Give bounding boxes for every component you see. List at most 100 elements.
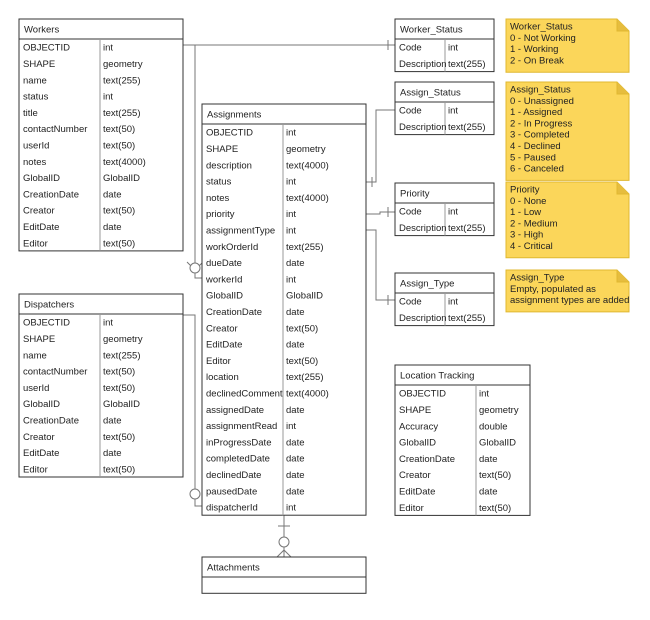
field-name: Description <box>399 313 447 324</box>
field-type: int <box>286 209 296 220</box>
field-name: workOrderId <box>205 242 258 253</box>
field-name: Creator <box>23 206 55 217</box>
note-box <box>505 269 630 313</box>
field-name: declinedComment <box>206 388 283 399</box>
field-name: GlobalID <box>206 291 243 302</box>
field-name: CreationDate <box>23 415 79 426</box>
field-type: text(4000) <box>103 157 146 168</box>
field-name: contactNumber <box>23 124 87 135</box>
note-line: 2 - In Progress <box>510 118 573 129</box>
field-name: dispatcherId <box>206 503 258 514</box>
field-type: text(50) <box>286 323 318 334</box>
note-title: Assign_Type <box>510 273 564 284</box>
field-type: date <box>103 189 122 200</box>
field-type: int <box>286 128 296 139</box>
field-name: dueDate <box>206 258 242 269</box>
field-type: double <box>479 421 508 432</box>
field-type: int <box>448 207 458 218</box>
note-line: 0 - None <box>510 196 546 207</box>
connector <box>276 515 292 558</box>
field-name: Code <box>399 207 422 218</box>
field-type: geometry <box>286 144 326 155</box>
field-name: declinedDate <box>206 470 261 481</box>
entity-box <box>18 18 184 252</box>
connector-circle <box>189 488 201 500</box>
field-type: GlobalID <box>103 399 140 410</box>
note-fold <box>616 19 629 32</box>
field-type: text(50) <box>103 206 135 217</box>
entity-title: Attachments <box>207 563 260 574</box>
note-line: 4 - Critical <box>510 241 553 252</box>
entity-title: Dispatchers <box>24 300 74 311</box>
field-name: status <box>206 177 232 188</box>
field-name: CreationDate <box>206 307 262 318</box>
field-type: date <box>286 470 305 481</box>
field-type: text(50) <box>103 140 135 151</box>
field-type: text(50) <box>103 383 135 394</box>
field-name: OBJECTID <box>23 43 70 54</box>
entity-title: Priority <box>400 189 430 200</box>
note-line: 4 - Declined <box>510 141 561 152</box>
field-type: date <box>103 222 122 233</box>
field-name: workerId <box>205 274 242 285</box>
field-name: assignedDate <box>206 405 264 416</box>
field-type: text(50) <box>103 238 135 249</box>
field-name: Creator <box>23 432 55 443</box>
field-name: notes <box>23 157 46 168</box>
field-name: EditDate <box>23 222 59 233</box>
field-name: SHAPE <box>399 405 431 416</box>
field-name: name <box>23 75 47 86</box>
field-name: SHAPE <box>23 59 55 70</box>
field-type: text(255) <box>448 122 486 133</box>
field-type: date <box>286 437 305 448</box>
field-type: text(255) <box>448 313 486 324</box>
field-name: description <box>206 160 252 171</box>
field-type: text(4000) <box>286 388 329 399</box>
field-name: OBJECTID <box>206 128 253 139</box>
field-name: Code <box>399 106 422 117</box>
field-name: Accuracy <box>399 421 438 432</box>
field-type: text(50) <box>103 464 135 475</box>
field-type: int <box>448 43 458 54</box>
field-name: EditDate <box>399 486 435 497</box>
field-type: int <box>448 297 458 308</box>
field-type: text(50) <box>286 356 318 367</box>
field-name: EditDate <box>23 448 59 459</box>
field-name: pausedDate <box>206 486 257 497</box>
note-line: Empty, populated as <box>510 284 596 295</box>
field-type: text(255) <box>448 59 486 70</box>
field-type: text(255) <box>286 242 324 253</box>
connector <box>366 207 395 217</box>
field-type: int <box>286 177 296 188</box>
note-fold <box>616 270 629 283</box>
note-line: 3 - High <box>510 230 543 241</box>
field-name: CreationDate <box>399 454 455 465</box>
field-name: Description <box>399 59 447 70</box>
connector <box>366 109 395 187</box>
field-name: Editor <box>399 503 424 514</box>
connector <box>366 229 395 305</box>
entity-title: Location Tracking <box>400 371 474 382</box>
entity-title: Worker_Status <box>400 25 463 36</box>
field-type: date <box>286 454 305 465</box>
field-name: Code <box>399 43 422 54</box>
note-line: 6 - Canceled <box>510 164 564 175</box>
entity-title: Assign_Status <box>400 88 461 99</box>
field-type: int <box>479 389 489 400</box>
field-type: int <box>103 318 113 329</box>
note-line: 1 - Assigned <box>510 107 562 118</box>
note-fold <box>616 182 629 195</box>
field-type: date <box>479 486 498 497</box>
field-type: date <box>286 258 305 269</box>
field-name: Editor <box>206 356 231 367</box>
field-type: text(50) <box>103 124 135 135</box>
field-name: contactNumber <box>23 367 87 378</box>
field-name: Creator <box>399 470 431 481</box>
field-name: status <box>23 92 49 103</box>
field-name: Creator <box>206 323 238 334</box>
entity-box <box>201 103 367 516</box>
field-type: text(255) <box>103 75 141 86</box>
field-type: int <box>286 225 296 236</box>
field-type: date <box>286 340 305 351</box>
field-type: text(255) <box>286 372 324 383</box>
